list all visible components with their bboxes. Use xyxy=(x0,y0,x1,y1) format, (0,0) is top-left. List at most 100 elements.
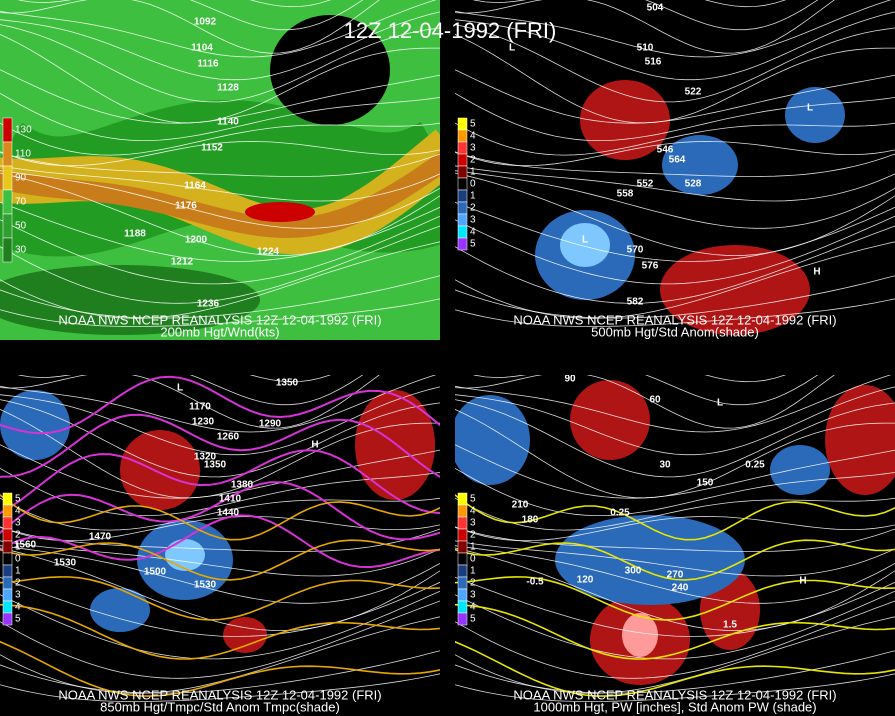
contour-label: 558 xyxy=(617,189,634,200)
contour-label: 1530 xyxy=(194,580,217,591)
contour-line xyxy=(0,201,440,262)
legend-swatch xyxy=(2,576,13,590)
anomaly-shade xyxy=(120,430,200,510)
legend-swatch xyxy=(457,189,468,203)
legend-label: 3 xyxy=(470,590,476,601)
yellow-contour xyxy=(455,539,895,581)
jet-band xyxy=(0,151,440,239)
contour-label: 552 xyxy=(637,179,654,190)
anomaly-shade xyxy=(90,588,150,632)
contour-label: 1560 xyxy=(14,540,37,551)
contour-label: 210 xyxy=(512,500,529,511)
contour-label: 516 xyxy=(645,57,662,68)
contour-label: 570 xyxy=(627,245,644,256)
contour-label: 120 xyxy=(577,575,594,586)
yellow-contour xyxy=(0,576,440,621)
contour-line xyxy=(472,0,819,31)
contour-line xyxy=(0,386,440,456)
calm-area xyxy=(0,265,260,335)
legend-swatch xyxy=(457,540,468,554)
contour-line xyxy=(455,590,895,660)
contour-label: 1410 xyxy=(219,494,242,505)
legend-swatch xyxy=(457,201,468,215)
legend-label: 2 xyxy=(470,578,476,589)
contour-label: 1350 xyxy=(204,460,227,471)
legend-label: 5 xyxy=(470,119,476,130)
contour-line xyxy=(0,0,380,54)
contour-line xyxy=(455,33,895,124)
contour-label: 1188 xyxy=(124,229,146,240)
contour-label: 576 xyxy=(642,261,659,272)
contour-label: 546 xyxy=(657,145,674,156)
contour-label: 270 xyxy=(667,570,684,581)
contour-line xyxy=(455,375,835,429)
contour-line xyxy=(455,650,895,694)
contour-label: L xyxy=(509,43,515,54)
legend-swatch xyxy=(457,516,468,530)
legend-swatch xyxy=(2,189,13,215)
contour-line xyxy=(0,547,440,632)
contour-label: 1530 xyxy=(54,558,77,569)
contour-line xyxy=(0,165,440,202)
legend-swatch xyxy=(457,504,468,518)
legend-label: 2 xyxy=(470,530,476,541)
legend-swatch xyxy=(457,588,468,602)
legend-label: 0 xyxy=(15,554,21,565)
legend-swatch xyxy=(457,117,468,131)
legend-swatch xyxy=(2,165,13,191)
legend-label: 5 xyxy=(470,614,476,625)
contour-line xyxy=(472,375,819,406)
temp-contour xyxy=(0,514,440,569)
contour-label: 1320 xyxy=(194,452,217,463)
contour-line xyxy=(0,673,440,702)
contour-line xyxy=(455,172,895,257)
contour-line xyxy=(0,600,440,679)
contour-line xyxy=(455,0,835,54)
contour-line xyxy=(455,467,895,516)
legend-label: 1 xyxy=(470,542,476,553)
contour-label: 1152 xyxy=(201,143,223,154)
contour-line xyxy=(0,375,380,429)
contour-line xyxy=(0,527,440,552)
contour-label: 528 xyxy=(685,179,702,190)
anomaly-shade xyxy=(223,617,267,653)
contour-line xyxy=(0,215,440,285)
contour-line xyxy=(455,298,895,327)
contour-label: H xyxy=(311,440,318,451)
contour-label: 180 xyxy=(522,515,539,526)
contour-label: 1236 xyxy=(197,299,220,310)
contour-label: 300 xyxy=(625,566,642,577)
contour-label: 150 xyxy=(697,478,714,489)
contour-line xyxy=(455,616,895,694)
contour-label: 1470 xyxy=(89,532,112,543)
legend-label: 4 xyxy=(470,506,476,517)
legend-label: 1 xyxy=(15,566,21,577)
legend-label: 3 xyxy=(15,518,21,529)
legend-swatch xyxy=(457,141,468,155)
legend-label: 1 xyxy=(470,167,476,178)
legend-label: 0 xyxy=(470,554,476,565)
contour-line xyxy=(0,399,440,478)
contour-label: L xyxy=(717,398,723,409)
contour-line xyxy=(455,152,895,177)
contour-label: 1140 xyxy=(217,117,239,128)
contour-line xyxy=(0,69,440,124)
anomaly-shade xyxy=(662,135,738,195)
legend-swatch xyxy=(2,552,13,566)
legend-label: 0 xyxy=(470,179,476,190)
contour-line xyxy=(455,92,895,141)
contour-label: 240 xyxy=(672,583,689,594)
legend-swatch xyxy=(2,117,13,143)
contour-label: 1164 xyxy=(184,181,206,192)
contour-label: L xyxy=(807,103,813,114)
legend-label: 4 xyxy=(470,131,476,142)
contour-label: 1260 xyxy=(217,432,240,443)
contour-line xyxy=(455,24,895,103)
contour-line xyxy=(0,170,440,229)
contour-line xyxy=(455,241,895,319)
legend-swatch xyxy=(2,516,13,530)
legend-swatch xyxy=(457,225,468,239)
contour-line xyxy=(0,616,440,694)
legend-swatch xyxy=(2,141,13,167)
